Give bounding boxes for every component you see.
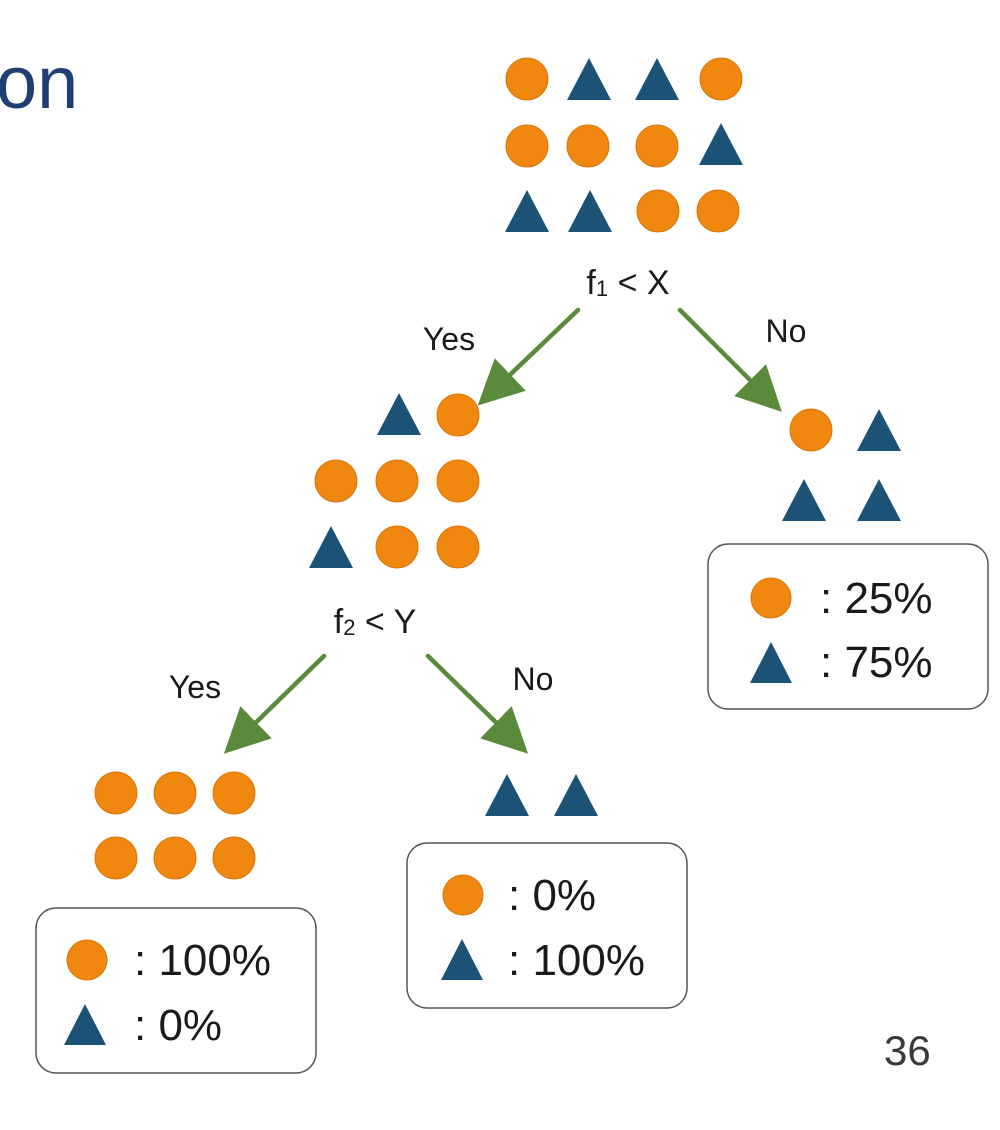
orange-circle-icon	[750, 577, 792, 619]
left-right-leaf-samples	[485, 774, 598, 816]
right-leaf-samples	[782, 408, 901, 521]
left-no-label: No	[513, 661, 554, 697]
triangle-sample	[782, 479, 826, 521]
triangle-sample	[857, 409, 901, 451]
triangle-sample	[309, 526, 353, 568]
triangle-sample	[505, 190, 549, 232]
root-split-condition: f1 < X	[586, 264, 669, 302]
circle-sample	[505, 124, 549, 168]
circle-sample	[699, 57, 743, 101]
root-yes-label: Yes	[423, 321, 475, 357]
circle-sample	[153, 836, 197, 880]
right-leaf-circle-percent: : 25%	[820, 574, 933, 623]
circle-sample	[566, 124, 610, 168]
left-left-leaf-circle-percent: : 100%	[134, 936, 271, 985]
circle-sample	[636, 189, 680, 233]
root-node-samples	[505, 57, 743, 233]
circle-sample	[789, 408, 833, 452]
right-leaf-distribution-box: : 25% : 75%	[707, 543, 989, 710]
slide-title-fragment: on	[0, 41, 79, 124]
circle-sample	[212, 836, 256, 880]
distribution-box-border	[35, 907, 317, 1074]
page-number: 36	[884, 1027, 931, 1074]
circle-sample	[212, 771, 256, 815]
left-left-leaf-triangle-percent: : 0%	[134, 1001, 222, 1050]
circle-sample	[94, 836, 138, 880]
triangle-sample	[554, 774, 598, 816]
orange-circle-icon	[442, 874, 484, 916]
triangle-sample	[567, 58, 611, 100]
right-leaf-triangle-percent: : 75%	[820, 638, 933, 687]
circle-sample	[436, 459, 480, 503]
circle-sample	[153, 771, 197, 815]
orange-circle-icon	[66, 939, 108, 981]
circle-sample	[696, 189, 740, 233]
circle-sample	[314, 459, 358, 503]
left-left-leaf-distribution-box: : 100% : 0%	[35, 907, 317, 1074]
root-no-arrow	[677, 307, 782, 412]
blue-triangle-icon	[750, 642, 792, 683]
triangle-sample	[377, 393, 421, 435]
left-right-leaf-distribution-box: : 0% : 100%	[406, 842, 688, 1009]
circle-sample	[94, 771, 138, 815]
circle-sample	[375, 525, 419, 569]
left-right-leaf-triangle-percent: : 100%	[508, 936, 645, 985]
root-no-label: No	[766, 313, 807, 349]
root-yes-arrow	[477, 307, 581, 406]
left-yes-label: Yes	[169, 669, 221, 705]
triangle-sample	[857, 479, 901, 521]
blue-triangle-icon	[441, 939, 483, 980]
triangle-sample	[485, 774, 529, 816]
blue-triangle-icon	[64, 1004, 106, 1045]
triangle-sample	[699, 123, 743, 165]
circle-sample	[375, 459, 419, 503]
left-yes-arrow	[223, 653, 327, 754]
circle-sample	[635, 124, 679, 168]
circle-sample	[436, 393, 480, 437]
circle-sample	[436, 525, 480, 569]
triangle-sample	[635, 58, 679, 100]
left-split-condition: f2 < Y	[334, 603, 417, 641]
circle-sample	[505, 57, 549, 101]
left-child-node-samples	[309, 393, 480, 569]
left-right-leaf-circle-percent: : 0%	[508, 871, 596, 920]
left-left-leaf-samples	[94, 771, 256, 880]
triangle-sample	[568, 190, 612, 232]
left-no-arrow	[425, 653, 529, 754]
